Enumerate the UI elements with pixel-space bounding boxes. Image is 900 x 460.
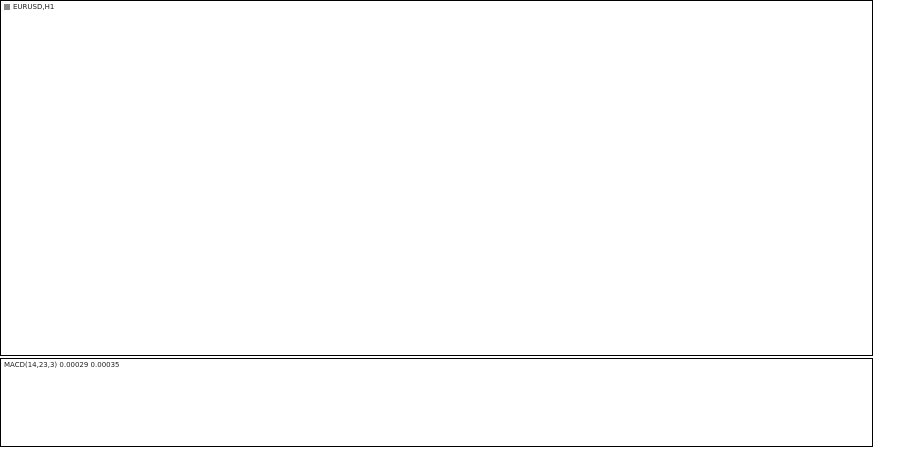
macd-panel-frame xyxy=(0,358,873,447)
symbol-icon xyxy=(4,4,10,10)
price-panel-frame xyxy=(0,0,873,356)
macd-title: MACD(14,23,3) 0.00029 0.00035 xyxy=(4,361,120,369)
chart-title: EURUSD,H1 xyxy=(13,3,54,11)
